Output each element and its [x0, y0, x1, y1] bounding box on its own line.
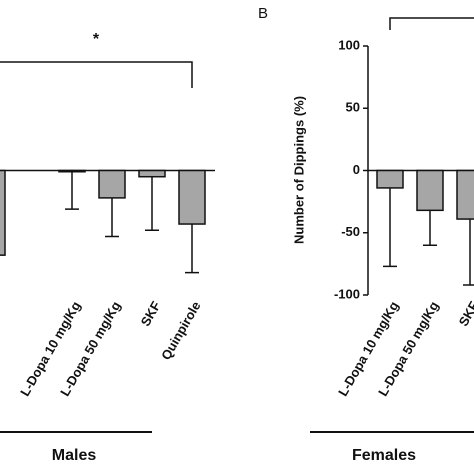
bar [456, 169, 474, 220]
significance: * [93, 31, 100, 48]
bar [376, 169, 404, 189]
x-tick-label: Quinpirole [158, 299, 203, 363]
x-tick-label: SKF [138, 299, 164, 329]
significance-bracket [389, 17, 474, 30]
group-label: Males [52, 447, 97, 464]
panel-label: B [258, 5, 268, 22]
error-bar [463, 219, 474, 286]
x-tick-label: SKF [456, 299, 474, 329]
error-bar [423, 210, 437, 246]
y-tick-label: -100 [334, 286, 360, 301]
bar [416, 169, 444, 212]
error-bar [145, 176, 159, 232]
bar [138, 169, 166, 178]
y-tick-label: 0 [353, 162, 360, 177]
error-bar [105, 197, 119, 238]
bar [58, 169, 86, 173]
significance-bracket [0, 61, 193, 88]
y-axis-label: Number of Dippings (%) [291, 96, 306, 244]
y-tick-label: -50 [341, 224, 360, 239]
error-bar [383, 187, 397, 268]
error-bar [65, 171, 79, 210]
bar [98, 169, 126, 199]
y-tick-label: 100 [338, 37, 360, 52]
y-tick-label: 50 [346, 100, 360, 115]
error-bar [185, 224, 199, 274]
bar [0, 169, 6, 256]
bar [178, 169, 206, 225]
group-label: Females [352, 447, 416, 464]
